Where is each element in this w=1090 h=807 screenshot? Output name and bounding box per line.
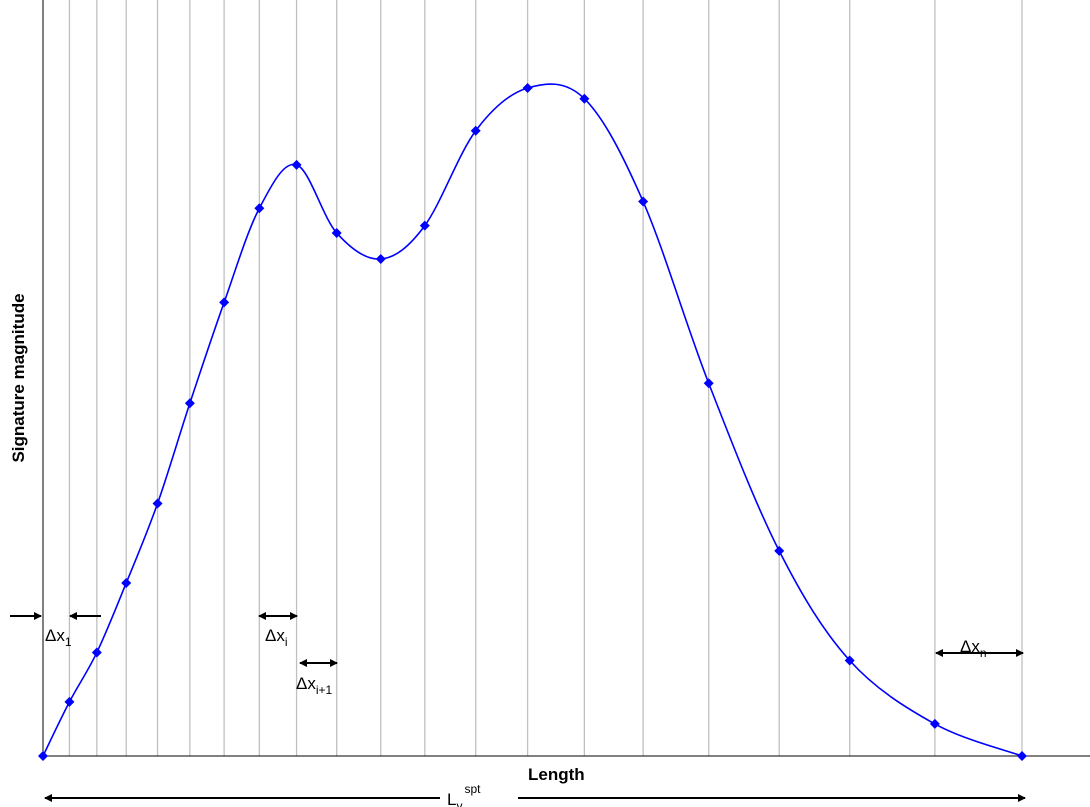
data-point-7 (219, 297, 230, 308)
data-point-16 (638, 196, 649, 207)
length-total-base: L (447, 790, 456, 807)
x-axis-title: Length (528, 765, 585, 784)
annotation-dxi1: Δxi+1 (296, 659, 338, 697)
data-point-3 (91, 647, 102, 658)
dxn-sub: n (980, 646, 987, 660)
grid-lines (68, 0, 1023, 756)
svg-text:Δxi: Δxi (265, 626, 288, 649)
data-point-2 (64, 696, 75, 707)
svg-text:Δx1: Δx1 (45, 626, 72, 649)
annotation-dxn: Δxn (935, 637, 1024, 660)
dxi1-sub: i+1 (316, 683, 333, 697)
data-point-10 (331, 227, 342, 238)
svg-text:Δxi+1: Δxi+1 (296, 674, 333, 697)
data-point-14 (522, 83, 533, 93)
data-point-6 (184, 398, 195, 409)
data-point-8 (254, 203, 265, 214)
length-total-sub: v (456, 799, 462, 807)
series-markers (38, 83, 1027, 761)
data-point-9 (291, 159, 302, 170)
dxi1-base: Δx (296, 674, 316, 693)
svg-text:Lvspt: Lvspt (447, 782, 481, 807)
data-point-5 (152, 498, 163, 509)
svg-text:Δxn: Δxn (960, 637, 987, 660)
y-axis-title: Signature magnitude (9, 293, 28, 462)
data-point-1 (38, 751, 48, 761)
series-line (42, 83, 1023, 757)
dx1-base: Δx (45, 626, 65, 645)
annotation-length-total: Lvspt (44, 782, 1026, 807)
data-point-12 (419, 220, 430, 231)
data-point-19 (844, 655, 855, 666)
annotation-dxi: Δxi (258, 612, 298, 649)
dxi-sub: i (285, 635, 288, 649)
dxi-base: Δx (265, 626, 285, 645)
data-point-13 (470, 125, 481, 136)
data-point-20 (929, 718, 940, 729)
data-point-17 (703, 378, 714, 389)
annotation-dx1: Δx1 (10, 612, 101, 649)
data-point-11 (375, 254, 386, 265)
dx1-sub: 1 (65, 635, 72, 649)
dxn-base: Δx (960, 637, 980, 656)
length-total-sup: spt (464, 782, 481, 796)
data-point-4 (121, 577, 132, 588)
data-point-18 (774, 545, 785, 556)
data-point-21 (1017, 751, 1027, 761)
data-point-15 (579, 93, 590, 104)
